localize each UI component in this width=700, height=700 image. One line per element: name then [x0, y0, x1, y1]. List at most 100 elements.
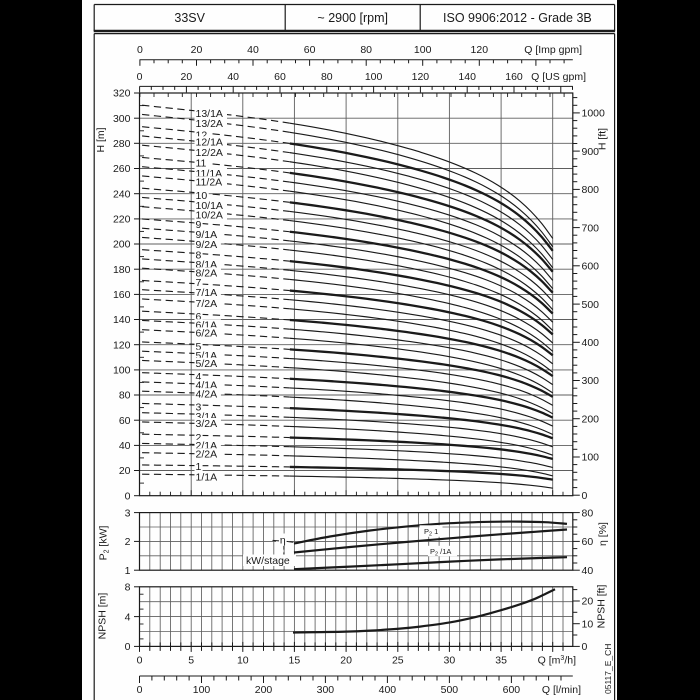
svg-text:10/2A: 10/2A [196, 210, 223, 222]
svg-text:60: 60 [582, 536, 594, 548]
svg-text:P2 /1A: P2 /1A [430, 547, 451, 558]
svg-text:13/2A: 13/2A [196, 118, 223, 130]
svg-text:9/1A: 9/1A [196, 229, 218, 241]
svg-text:Q [US gpm]: Q [US gpm] [531, 71, 586, 83]
svg-text:40: 40 [227, 71, 239, 83]
svg-text:500: 500 [441, 684, 459, 696]
svg-text:20: 20 [119, 465, 131, 477]
svg-text:220: 220 [113, 214, 131, 226]
svg-text:320: 320 [113, 88, 131, 100]
svg-text:600: 600 [503, 684, 521, 696]
svg-text:100: 100 [414, 44, 432, 56]
svg-text:140: 140 [113, 314, 131, 326]
svg-text:0: 0 [125, 641, 131, 653]
svg-text:10: 10 [196, 190, 208, 202]
svg-text:kW/stage: kW/stage [246, 555, 290, 567]
svg-text:NPSH [m]: NPSH [m] [97, 593, 109, 640]
svg-text:200: 200 [113, 239, 131, 251]
svg-text:80: 80 [582, 507, 594, 519]
svg-text:H [m]: H [m] [95, 127, 107, 152]
svg-text:ISO 9906:2012 - Grade 3B: ISO 9906:2012 - Grade 3B [443, 11, 592, 25]
svg-text:200: 200 [582, 413, 600, 425]
svg-text:10/1A: 10/1A [196, 200, 223, 212]
svg-text:6: 6 [196, 311, 202, 323]
svg-text:100: 100 [365, 71, 383, 83]
svg-text:160: 160 [505, 71, 523, 83]
svg-text:60: 60 [274, 71, 286, 83]
svg-text:1: 1 [125, 565, 131, 577]
svg-text:3: 3 [196, 401, 202, 413]
svg-text:400: 400 [379, 684, 397, 696]
svg-text:10: 10 [582, 618, 594, 630]
svg-text:60: 60 [304, 44, 316, 56]
svg-text:20: 20 [582, 596, 594, 608]
svg-text:260: 260 [113, 163, 131, 175]
svg-text:1000: 1000 [582, 108, 606, 120]
svg-text:Q [Imp gpm]: Q [Imp gpm] [524, 44, 582, 56]
svg-text:500: 500 [582, 299, 600, 311]
svg-text:0: 0 [137, 684, 143, 696]
svg-text:5: 5 [188, 655, 194, 667]
svg-text:700: 700 [582, 222, 600, 234]
svg-text:7: 7 [196, 277, 202, 289]
svg-text:7/2A: 7/2A [196, 298, 218, 310]
svg-text:0: 0 [137, 655, 143, 667]
svg-text:40: 40 [119, 440, 131, 452]
svg-text:~ 2900 [rpm]: ~ 2900 [rpm] [317, 11, 388, 25]
svg-text:6/2A: 6/2A [196, 328, 218, 340]
svg-text:4: 4 [196, 371, 202, 383]
svg-text:120: 120 [412, 71, 430, 83]
svg-text:12/2A: 12/2A [196, 147, 223, 159]
svg-text:12/1A: 12/1A [196, 137, 223, 149]
svg-text:30: 30 [444, 655, 456, 667]
svg-text:13/1A: 13/1A [196, 108, 223, 120]
svg-text:2: 2 [196, 432, 202, 444]
svg-text:5: 5 [196, 341, 202, 353]
svg-text:2: 2 [125, 536, 131, 548]
svg-text:4: 4 [125, 611, 131, 623]
svg-text:4/2A: 4/2A [196, 388, 218, 400]
svg-text:5/2A: 5/2A [196, 358, 218, 370]
svg-text:900: 900 [582, 146, 600, 158]
svg-text:80: 80 [360, 44, 372, 56]
svg-text:35: 35 [495, 655, 507, 667]
svg-text:20: 20 [191, 44, 203, 56]
svg-text:9: 9 [196, 219, 202, 231]
svg-text:80: 80 [321, 71, 333, 83]
svg-text:3/2A: 3/2A [196, 418, 218, 430]
svg-text:240: 240 [113, 188, 131, 200]
svg-text:80: 80 [119, 390, 131, 402]
svg-text:9/2A: 9/2A [196, 239, 218, 251]
svg-text:280: 280 [113, 138, 131, 150]
svg-text:0: 0 [137, 44, 143, 56]
svg-text:0: 0 [582, 490, 588, 502]
svg-text:H [ft]: H [ft] [597, 128, 609, 150]
svg-text:20: 20 [181, 71, 193, 83]
svg-text:1/1A: 1/1A [196, 471, 218, 483]
svg-text:3: 3 [125, 507, 131, 519]
svg-text:40: 40 [247, 44, 259, 56]
svg-text:40: 40 [582, 565, 594, 577]
svg-text:8: 8 [125, 582, 131, 594]
svg-text:P2 1: P2 1 [424, 527, 438, 538]
svg-text:140: 140 [458, 71, 476, 83]
svg-text:7/1A: 7/1A [196, 287, 218, 299]
svg-text:η: η [280, 535, 286, 547]
svg-text:8: 8 [196, 249, 202, 261]
svg-text:12: 12 [196, 129, 208, 141]
svg-text:60: 60 [119, 415, 131, 427]
svg-text:05117_E_CH: 05117_E_CH [603, 644, 613, 694]
svg-text:600: 600 [582, 261, 600, 273]
svg-text:100: 100 [582, 452, 600, 464]
svg-text:η [%]: η [%] [597, 522, 609, 546]
svg-text:300: 300 [113, 113, 131, 125]
svg-text:180: 180 [113, 264, 131, 276]
svg-text:0: 0 [582, 641, 588, 653]
svg-text:300: 300 [317, 684, 335, 696]
svg-text:11: 11 [196, 158, 207, 170]
svg-text:15: 15 [289, 655, 301, 667]
svg-text:Q [m3/h]: Q [m3/h] [538, 655, 576, 667]
svg-text:11/2A: 11/2A [196, 177, 223, 189]
svg-text:10: 10 [237, 655, 249, 667]
svg-text:400: 400 [582, 337, 600, 349]
